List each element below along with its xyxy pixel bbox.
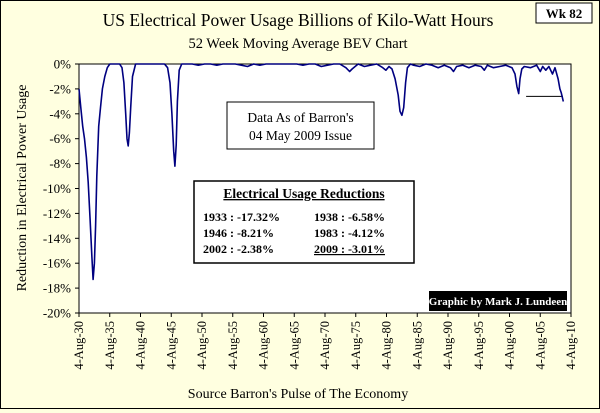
data-date-box bbox=[226, 101, 375, 150]
x-axis: 4-Aug-30 4-Aug-35 4-Aug-40 4-Aug-45 4-Aug-50… bbox=[72, 313, 578, 370]
reduction-1938: 1938 : -6.58% bbox=[314, 210, 385, 224]
x-axis-label: Source Barron's Pulse of The Economy bbox=[188, 387, 408, 402]
x-tick-label: 4-Aug-65 bbox=[287, 321, 301, 370]
y-tick-label: -8% bbox=[49, 156, 71, 171]
y-tick-label: -16% bbox=[43, 256, 71, 271]
y-tick-label: -18% bbox=[43, 281, 71, 296]
y-tick-label: -14% bbox=[43, 231, 71, 246]
chart-subtitle: 52 Week Moving Average BEV Chart bbox=[188, 36, 407, 52]
y-tick-label: -2% bbox=[49, 81, 71, 96]
y-tick-label: -20% bbox=[43, 306, 71, 321]
week-badge: Wk 82 bbox=[546, 6, 582, 21]
x-tick-label: 4-Aug-40 bbox=[134, 321, 148, 370]
x-tick-label: 4-Aug-05 bbox=[533, 321, 547, 370]
x-tick-label: 4-Aug-95 bbox=[472, 321, 486, 370]
chart-title: US Electrical Power Usage Billions of Ki… bbox=[103, 10, 494, 30]
reduction-1983: 1983 : -4.12% bbox=[314, 226, 385, 240]
x-tick-label: 4-Aug-85 bbox=[410, 321, 424, 370]
x-tick-label: 4-Aug-80 bbox=[380, 321, 394, 370]
y-tick-label: 0% bbox=[54, 57, 72, 72]
y-tick-label: -10% bbox=[43, 181, 71, 196]
x-tick-label: 4-Aug-10 bbox=[564, 321, 578, 370]
y-axis-label: Reduction in Electrical Power Usage bbox=[15, 85, 30, 292]
x-tick-label: 4-Aug-70 bbox=[318, 321, 332, 370]
data-date-line-2: 04 May 2009 Issue bbox=[249, 128, 352, 143]
reductions-table: Electrical Usage Reductions 1933 : -17.3… bbox=[193, 180, 415, 264]
reduction-2002: 2002 : -2.38% bbox=[203, 242, 274, 256]
x-tick-label: 4-Aug-75 bbox=[349, 321, 363, 370]
reductions-box bbox=[193, 180, 415, 264]
credit-box bbox=[429, 291, 567, 311]
data-date-annotation: Data As of Barron's 04 May 2009 Issue bbox=[226, 101, 375, 150]
x-tick-label: 4-Aug-00 bbox=[503, 321, 517, 370]
y-tick-label: -4% bbox=[49, 106, 71, 121]
x-tick-label: 4-Aug-45 bbox=[164, 321, 178, 370]
week-badge-box bbox=[535, 2, 593, 24]
x-tick-label: 4-Aug-90 bbox=[441, 321, 455, 370]
y-tick-label: -12% bbox=[43, 206, 71, 221]
credit-annotation: Graphic by Mark J. Lundeen bbox=[429, 291, 567, 311]
credit-text: Graphic by Mark J. Lundeen bbox=[429, 296, 567, 308]
reductions-header: Electrical Usage Reductions bbox=[223, 186, 384, 201]
reduction-1933: 1933 : -17.32% bbox=[203, 210, 280, 224]
data-date-line-1: Data As of Barron's bbox=[247, 110, 353, 125]
x-tick-label: 4-Aug-30 bbox=[72, 321, 86, 370]
reduction-1946: 1946 : -8.21% bbox=[203, 226, 274, 240]
x-tick-label: 4-Aug-50 bbox=[195, 321, 209, 370]
series-line-power-usage bbox=[78, 63, 565, 281]
x-tick-label: 4-Aug-35 bbox=[103, 321, 117, 370]
y-axis: 0% -2% -4% -6% -8% -10% -12% -14% -16% -18% -20% bbox=[43, 57, 79, 321]
y-tick-label: -6% bbox=[49, 131, 71, 146]
reduction-2009: 2009 : -3.01% bbox=[314, 242, 385, 256]
x-tick-label: 4-Aug-60 bbox=[257, 321, 271, 370]
x-tick-label: 4-Aug-55 bbox=[226, 321, 240, 370]
